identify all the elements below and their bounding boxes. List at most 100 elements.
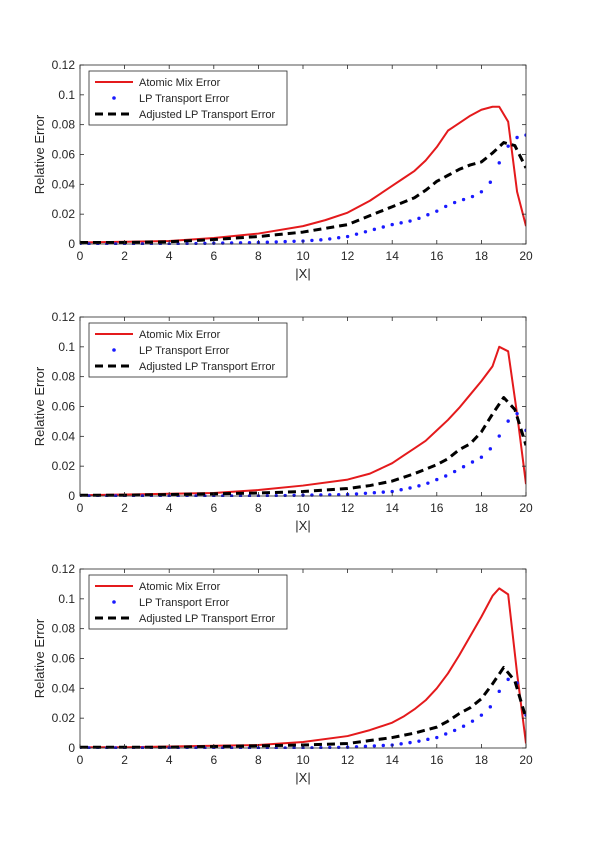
x-tick-label: 8 <box>255 753 262 767</box>
x-axis-label: |X| <box>295 770 310 785</box>
x-tick-label: 12 <box>341 249 355 263</box>
data-point <box>452 200 457 205</box>
data-point <box>426 213 430 217</box>
legend: Atomic Mix Error LP Transport Error Adjust… <box>88 322 288 378</box>
legend-label: LP Transport Error <box>139 345 230 357</box>
y-tick-label: 0.04 <box>52 177 76 191</box>
data-point <box>292 239 296 244</box>
x-tick-label: 2 <box>121 249 128 263</box>
legend-item: Atomic Mix Error <box>95 581 221 593</box>
data-point <box>372 744 377 748</box>
y-tick-label: 0 <box>68 237 75 251</box>
legend-item: LP Transport Error <box>112 93 230 105</box>
legend-item: Adjusted LP Transport Error <box>95 361 275 373</box>
series-atomic-mix-error <box>80 345 526 497</box>
y-tick-label: 0.12 <box>52 58 76 72</box>
x-tick-label: 16 <box>430 753 444 767</box>
data-point <box>524 428 526 433</box>
x-tick-label: 4 <box>166 249 173 263</box>
x-tick-label: 0 <box>77 753 84 767</box>
legend-box <box>88 70 288 126</box>
x-tick-label: 20 <box>519 501 533 515</box>
data-point <box>399 221 403 225</box>
y-tick-label: 0.04 <box>52 681 76 695</box>
y-tick-label: 0.02 <box>52 207 76 221</box>
data-point <box>470 194 475 199</box>
x-tick-label: 2 <box>121 501 128 515</box>
y-tick-label: 0 <box>68 741 75 755</box>
data-point <box>444 474 448 478</box>
data-point <box>292 493 296 497</box>
x-axis-label: |X| <box>295 266 310 281</box>
y-tick-label: 0.1 <box>58 592 75 606</box>
data-point <box>506 144 510 148</box>
x-tick-label: 4 <box>166 501 173 515</box>
data-point <box>452 728 457 733</box>
data-point <box>417 484 421 488</box>
data-point <box>372 491 377 495</box>
data-point <box>515 135 519 140</box>
legend-label: Adjusted LP Transport Error <box>139 613 275 625</box>
data-point <box>497 161 501 165</box>
x-tick-label: 0 <box>77 249 84 263</box>
data-point <box>399 742 403 746</box>
data-point <box>363 230 368 234</box>
y-axis-label: Relative Error <box>32 114 47 194</box>
data-point <box>203 241 207 245</box>
data-point <box>283 239 287 244</box>
y-axis-label: Relative Error <box>32 366 47 446</box>
series-atomic-mix-error <box>80 105 526 244</box>
data-point <box>470 719 475 723</box>
data-point <box>274 240 278 244</box>
x-tick-label: 20 <box>519 753 533 767</box>
data-point <box>336 236 341 240</box>
data-point <box>247 240 252 245</box>
legend-label: Atomic Mix Error <box>139 329 221 341</box>
x-tick-label: 10 <box>296 753 310 767</box>
x-tick-label: 6 <box>210 753 217 767</box>
data-point <box>506 677 510 682</box>
y-tick-label: 0.02 <box>52 459 76 473</box>
y-tick-label: 0.02 <box>52 711 76 725</box>
legend-label: LP Transport Error <box>139 93 230 105</box>
data-point <box>470 460 475 464</box>
data-point <box>452 469 457 474</box>
data-point <box>444 732 448 736</box>
legend-label: Adjusted LP Transport Error <box>139 109 275 121</box>
legend-label: Adjusted LP Transport Error <box>139 361 275 373</box>
x-tick-label: 0 <box>77 501 84 515</box>
x-tick-label: 2 <box>121 753 128 767</box>
data-point <box>426 737 430 742</box>
data-point <box>328 745 332 749</box>
y-tick-label: 0.08 <box>52 118 76 132</box>
x-tick-label: 10 <box>296 249 310 263</box>
legend-swatch <box>112 96 116 100</box>
data-point <box>363 491 368 496</box>
data-point <box>524 713 526 717</box>
data-point <box>515 411 519 416</box>
data-point <box>336 745 341 749</box>
x-tick-label: 16 <box>430 501 444 515</box>
legend: Atomic Mix Error LP Transport Error Adjust… <box>88 574 288 630</box>
legend-box <box>88 574 288 630</box>
data-point <box>328 237 332 241</box>
y-tick-label: 0.06 <box>52 148 76 162</box>
data-point <box>488 705 493 709</box>
data-point <box>479 455 484 459</box>
data-point <box>479 190 484 194</box>
legend-swatch <box>112 348 116 352</box>
data-point <box>408 219 412 223</box>
data-point <box>363 744 368 749</box>
data-point <box>381 225 385 229</box>
data-point <box>408 740 412 745</box>
y-tick-label: 0.06 <box>52 400 76 414</box>
legend-item: Adjusted LP Transport Error <box>95 109 275 121</box>
x-tick-label: 14 <box>386 501 400 515</box>
legend-swatch <box>112 600 116 604</box>
data-point <box>265 240 270 244</box>
legend-item: Atomic Mix Error <box>95 77 221 89</box>
data-point <box>345 234 350 239</box>
data-point <box>390 489 394 494</box>
chart-panel-3: 0 2 4 6 8 10 12 14 16 18 20 0 0.02 0.04 0.06 0.08 0.1 0.1… <box>32 562 533 785</box>
data-point <box>435 477 439 482</box>
